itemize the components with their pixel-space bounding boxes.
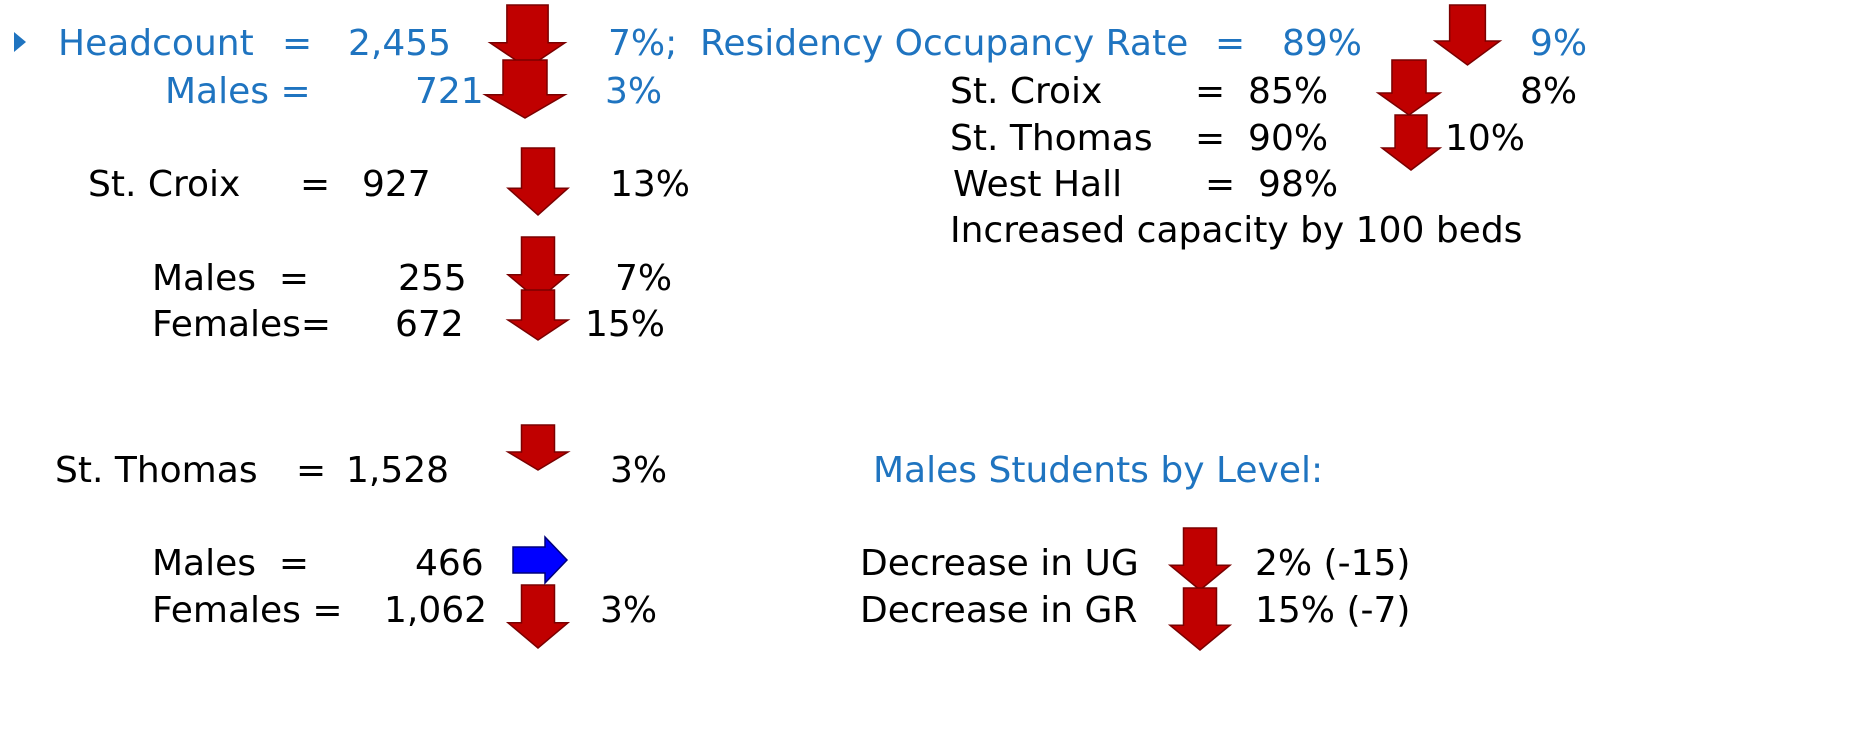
levels-title: Males Students by Level: [873, 450, 1323, 491]
campus-label: St. Croix [88, 164, 240, 205]
males-total-label: Males = [165, 71, 311, 112]
campus-eq: = [300, 164, 330, 205]
campus-value: 1,528 [346, 450, 449, 491]
down-arrow [1379, 114, 1443, 171]
down-arrow [482, 59, 568, 119]
down-arrow [505, 236, 571, 301]
down-arrow [1432, 4, 1503, 66]
sub-change: 3% [600, 590, 657, 631]
res-item-label: St. Croix [950, 71, 1102, 112]
campus-eq: = [296, 450, 326, 491]
bullet [14, 32, 26, 52]
level-change: 2% (-15) [1255, 543, 1410, 584]
sub-value: 672 [395, 304, 464, 345]
headcount-value: 2,455 [348, 23, 451, 64]
males-total-value: 721 [415, 71, 484, 112]
campus-label: St. Thomas [55, 450, 258, 491]
down-arrow [487, 4, 568, 69]
sub-value: 1,062 [384, 590, 487, 631]
down-arrow [1375, 59, 1443, 116]
res-note: Increased capacity by 100 beds [950, 210, 1522, 251]
down-arrow [505, 584, 571, 649]
males-total-change: 3% [605, 71, 662, 112]
sub-label: Females = [152, 590, 343, 631]
res-item-label: St. Thomas [950, 118, 1153, 159]
sub-change: 15% [585, 304, 665, 345]
down-arrow [1167, 587, 1233, 651]
sub-label: Females= [152, 304, 331, 345]
level-label: Decrease in UG [860, 543, 1139, 584]
residency-change: 9% [1530, 23, 1587, 64]
res-item-label: West Hall [953, 164, 1122, 205]
level-change: 15% (-7) [1255, 590, 1410, 631]
sub-value: 466 [415, 543, 484, 584]
sub-value: 255 [398, 258, 467, 299]
campus-value: 927 [362, 164, 431, 205]
res-item-value: = 85% [1195, 71, 1328, 112]
down-arrow [505, 289, 571, 341]
res-item-value: = 90% [1195, 118, 1328, 159]
down-arrow [506, 147, 570, 217]
level-label: Decrease in GR [860, 590, 1137, 631]
residency-eq: = [1215, 23, 1245, 64]
sub-change: 7% [615, 258, 672, 299]
sub-label: Males = [152, 258, 309, 299]
headcount-eq: = [282, 23, 312, 64]
headcount-change: 7%; [608, 23, 677, 64]
residency-label: Residency Occupancy Rate [700, 23, 1188, 64]
res-item-value: = 98% [1205, 164, 1338, 205]
right-arrow [512, 535, 569, 585]
sub-label: Males = [152, 543, 309, 584]
campus-change: 3% [610, 450, 667, 491]
residency-value: 89% [1282, 23, 1362, 64]
down-arrow [505, 424, 571, 471]
down-arrow [1167, 527, 1233, 591]
campus-change: 13% [610, 164, 690, 205]
headcount-label: Headcount [58, 23, 254, 64]
res-item-change: 8% [1520, 71, 1577, 112]
res-item-change: 10% [1445, 118, 1525, 159]
